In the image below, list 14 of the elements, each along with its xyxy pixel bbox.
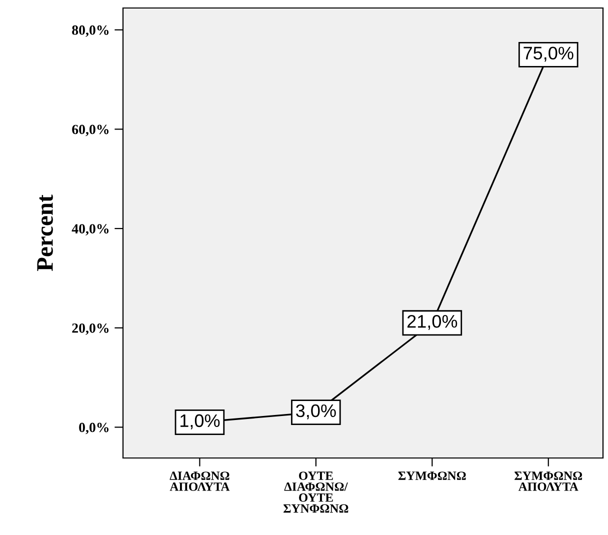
x-tick-label: ΔΙΑΦΩΝΩ ΑΠΟΛΥΤΑ: [170, 472, 230, 491]
data-label: 21,0%: [407, 314, 458, 330]
y-tick-label: 40,0%: [72, 224, 109, 236]
x-tick-label: ΣΥΜΦΩΝΩ ΑΠΟΛΥΤΑ: [514, 472, 582, 491]
x-tick-label: ΟΥΤΕ ΔΙΑΦΩΝΩ/ ΟΥΤΕ ΣΥΝΦΩΝΩ: [284, 472, 348, 513]
data-label: 3,0%: [296, 404, 336, 420]
y-tick-label: 0,0%: [79, 422, 109, 434]
y-axis-title: Percent: [37, 194, 53, 272]
y-tick-label: 80,0%: [72, 25, 109, 37]
x-tick-label: ΣΥΜΦΩΝΩ: [398, 472, 466, 480]
y-tick-label: 20,0%: [72, 323, 109, 335]
y-tick-label: 60,0%: [72, 124, 109, 136]
data-label: 1,0%: [180, 414, 220, 430]
data-label: 75,0%: [524, 46, 574, 62]
